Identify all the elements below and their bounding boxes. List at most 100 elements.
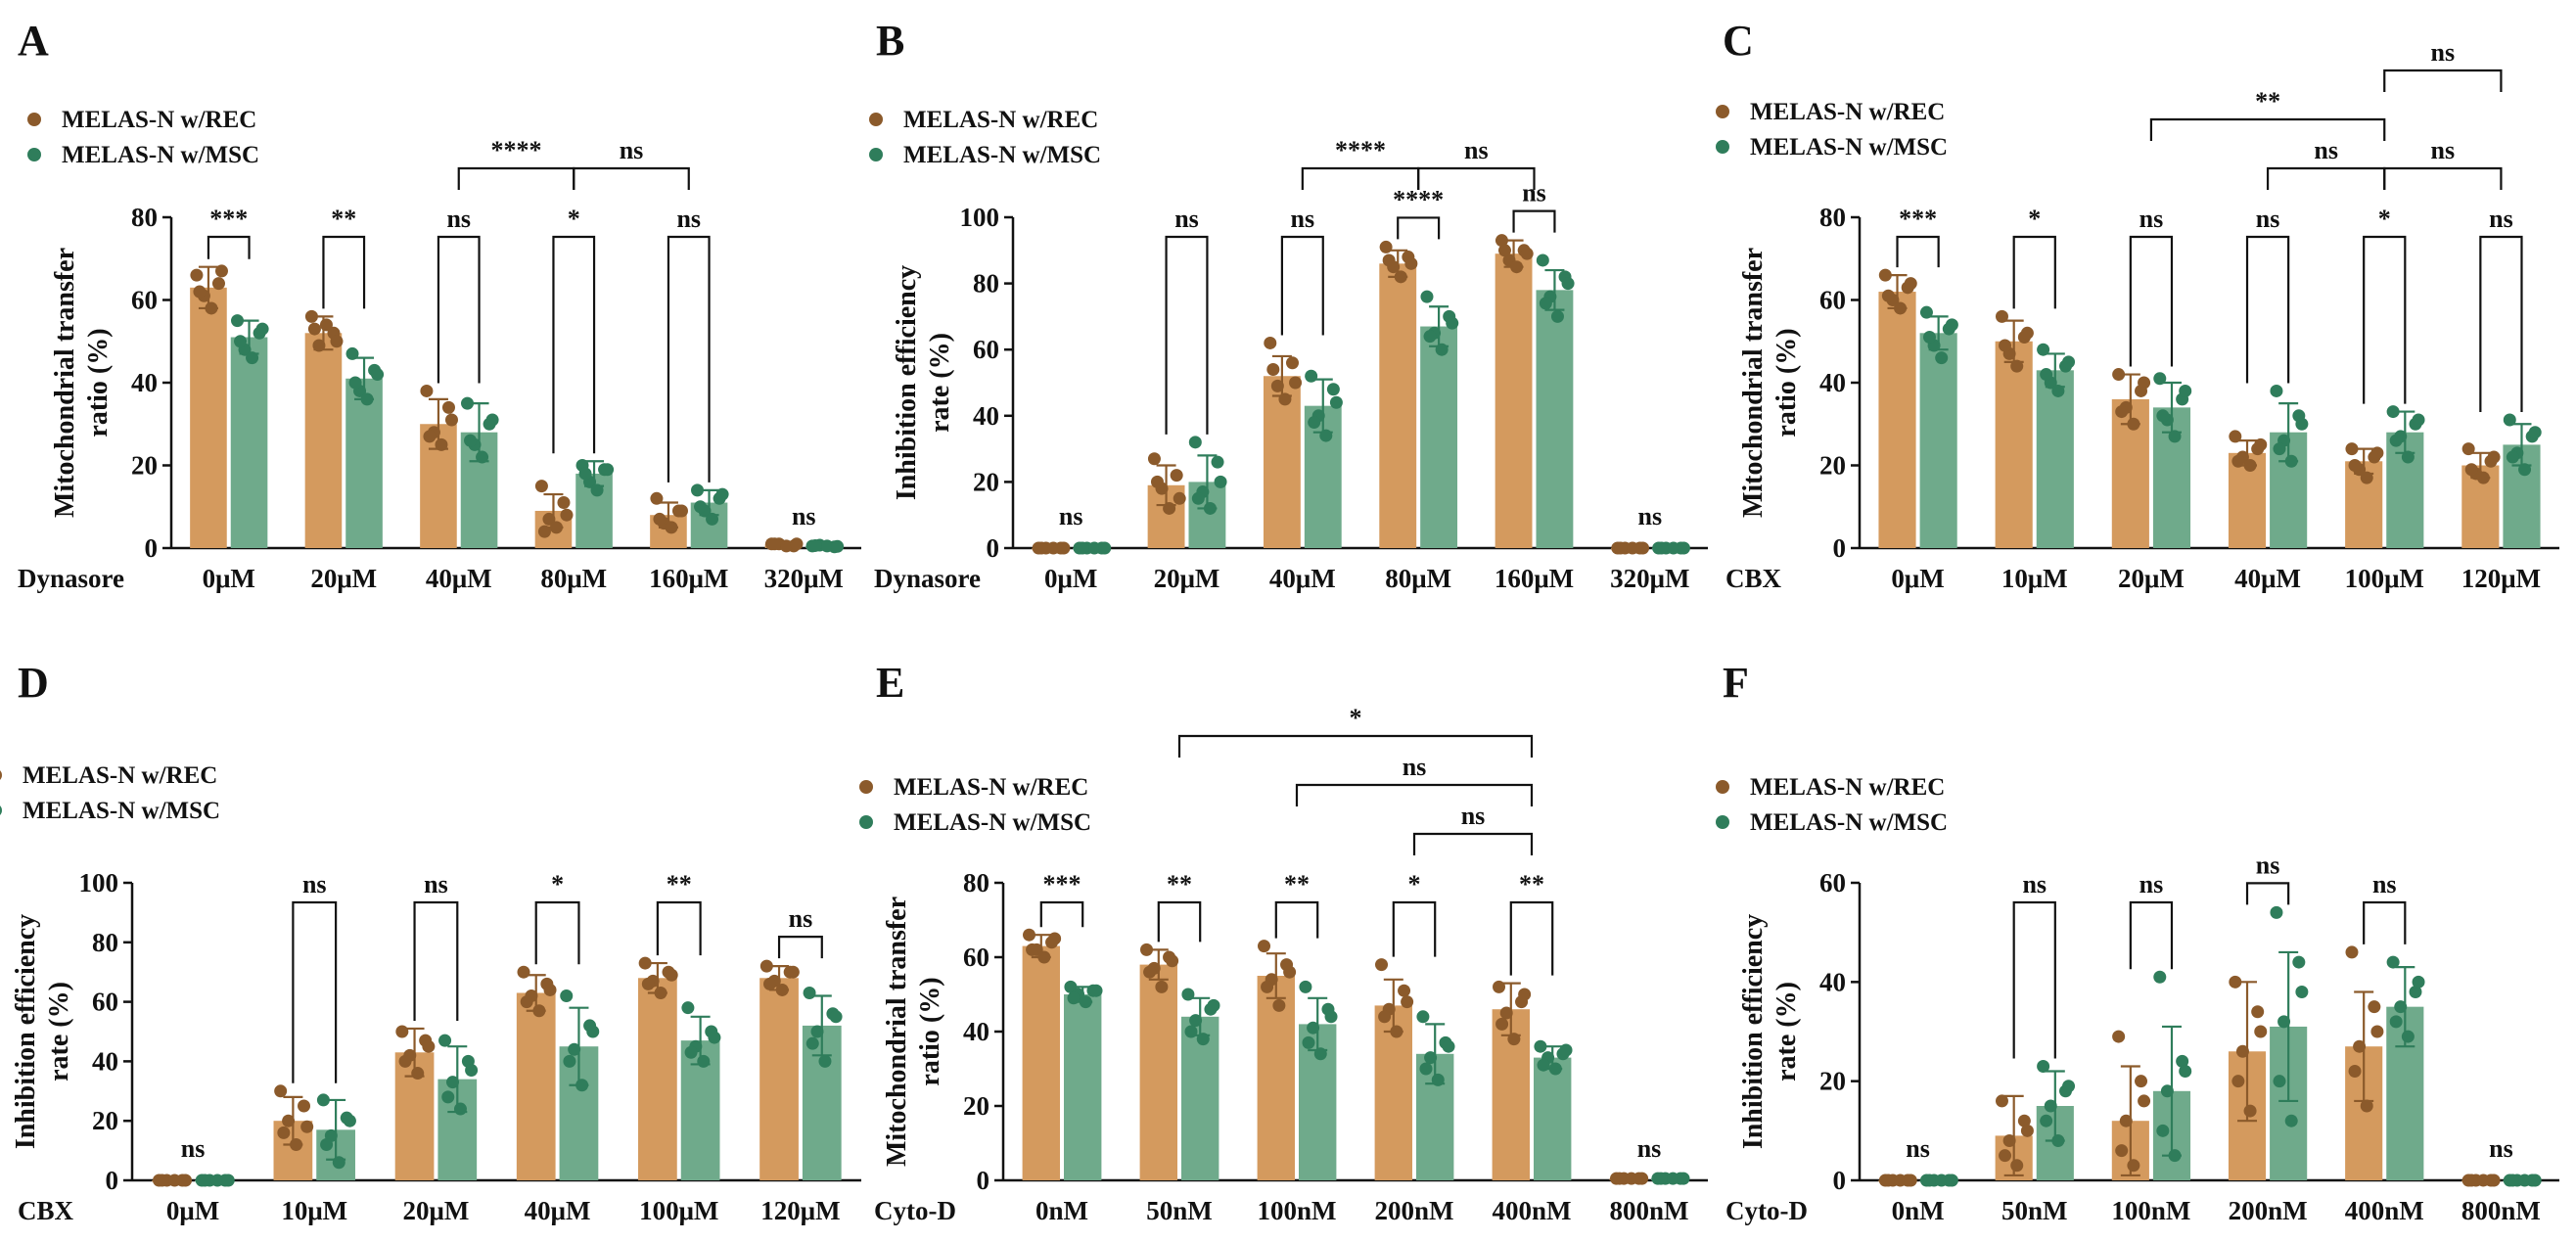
x-tick-label: 120μM bbox=[2461, 564, 2541, 593]
bar-rec bbox=[516, 992, 556, 1180]
significance-bracket bbox=[1157, 900, 1202, 943]
data-point bbox=[1324, 1010, 1338, 1024]
bar-rec bbox=[1878, 292, 1916, 548]
y-tick-label: 40 bbox=[1819, 368, 1846, 397]
bar-msc bbox=[2036, 370, 2074, 548]
data-point bbox=[1191, 491, 1205, 505]
group-bracket bbox=[2149, 117, 2386, 141]
data-point bbox=[1401, 995, 1414, 1009]
data-point bbox=[1286, 356, 1300, 370]
data-point bbox=[1270, 379, 1284, 392]
data-point bbox=[2461, 442, 2475, 456]
significance-bracket bbox=[552, 235, 596, 454]
panel-C: C MELAS-N w/REC MELAS-N w/MSC 0 20 40 60 80 Mito… bbox=[1716, 17, 2559, 593]
significance-bracket bbox=[2479, 235, 2523, 413]
data-point bbox=[320, 1138, 334, 1152]
data-point bbox=[1995, 1094, 2008, 1108]
y-tick-label: 60 bbox=[131, 286, 158, 315]
group-bracket-label: ** bbox=[2255, 87, 2280, 115]
x-tick-label: 200nM bbox=[1375, 1196, 1454, 1225]
legend-label-msc: MELAS-N w/MSC bbox=[894, 809, 1091, 836]
data-point bbox=[411, 1067, 425, 1081]
data-point bbox=[2284, 1114, 2298, 1127]
data-point bbox=[316, 1093, 330, 1107]
data-point bbox=[1307, 1021, 1320, 1035]
significance-bracket bbox=[1039, 900, 1084, 928]
significance-bracket bbox=[2363, 900, 2407, 944]
group-bracket bbox=[1295, 783, 1534, 806]
data-point bbox=[1170, 469, 1183, 483]
data-point bbox=[1922, 331, 1936, 345]
data-point bbox=[2353, 1039, 2367, 1053]
y-axis-label: Inhibition efficiency bbox=[892, 265, 922, 500]
data-point bbox=[1211, 455, 1224, 469]
data-point bbox=[1302, 1035, 1315, 1049]
data-point bbox=[2254, 1025, 2268, 1038]
panel-E: E MELAS-N w/REC MELAS-N w/MSC 0 20 40 60 80 Mito… bbox=[859, 659, 1708, 1225]
data-point bbox=[654, 986, 667, 999]
data-point bbox=[2010, 359, 2024, 373]
data-point bbox=[575, 1079, 589, 1092]
data-point bbox=[1493, 980, 1506, 993]
data-point bbox=[1087, 541, 1101, 555]
legend-label-rec: MELAS-N w/REC bbox=[1750, 99, 1945, 125]
bar-rec bbox=[1022, 945, 1060, 1180]
data-point bbox=[2062, 355, 2076, 369]
group-bracket bbox=[2383, 69, 2503, 92]
data-point bbox=[2503, 413, 2516, 427]
data-point bbox=[1442, 1039, 1455, 1053]
data-point bbox=[560, 508, 574, 522]
data-point bbox=[1089, 984, 1103, 997]
data-point bbox=[2179, 1065, 2192, 1079]
bar-rec bbox=[190, 287, 227, 548]
data-point bbox=[2020, 326, 2034, 340]
data-point bbox=[2156, 1124, 2170, 1137]
data-point bbox=[1499, 1006, 1513, 1020]
x-tick-label: 40μM bbox=[1269, 564, 1336, 593]
data-point bbox=[691, 483, 705, 497]
data-point bbox=[2386, 405, 2400, 419]
data-point bbox=[560, 989, 574, 1003]
significance-label: *** bbox=[1899, 205, 1937, 233]
data-point bbox=[304, 309, 318, 323]
data-point bbox=[441, 1090, 455, 1104]
bar-msc bbox=[1534, 1057, 1572, 1180]
y-tick-label: 80 bbox=[963, 868, 989, 897]
data-point bbox=[2179, 384, 2192, 397]
data-point bbox=[1258, 940, 1271, 953]
significance-bracket bbox=[777, 936, 823, 959]
data-point bbox=[1023, 928, 1036, 942]
data-point bbox=[2037, 343, 2050, 356]
data-point bbox=[1537, 1058, 1550, 1072]
data-point bbox=[1390, 1025, 1403, 1038]
significance-label: ns bbox=[1638, 502, 1663, 530]
y-tick-label: 100 bbox=[79, 868, 119, 897]
data-point bbox=[1173, 491, 1186, 505]
data-point bbox=[461, 396, 475, 410]
significance-bracket bbox=[292, 900, 338, 1083]
panel-letter-A: A bbox=[18, 17, 49, 65]
data-point bbox=[1163, 501, 1176, 515]
data-point bbox=[1289, 376, 1303, 390]
legend-label-rec: MELAS-N w/REC bbox=[1750, 774, 1945, 801]
data-point bbox=[790, 537, 804, 551]
data-point bbox=[2135, 1075, 2148, 1088]
data-point bbox=[1559, 1043, 1573, 1057]
data-point bbox=[2518, 463, 2532, 477]
data-point bbox=[345, 346, 359, 360]
data-point bbox=[2037, 1059, 2050, 1073]
data-point bbox=[198, 1173, 211, 1187]
data-point bbox=[348, 376, 362, 390]
significance-bracket bbox=[207, 235, 251, 259]
data-point bbox=[446, 1076, 460, 1089]
data-point bbox=[2153, 372, 2167, 386]
data-point bbox=[2017, 1114, 2031, 1127]
data-point bbox=[2051, 384, 2065, 397]
data-point bbox=[578, 467, 592, 481]
data-point bbox=[312, 339, 326, 352]
data-point bbox=[2464, 463, 2478, 477]
data-point bbox=[1375, 958, 1389, 972]
data-point bbox=[465, 1064, 479, 1078]
y-tick-label: 20 bbox=[1819, 451, 1846, 481]
